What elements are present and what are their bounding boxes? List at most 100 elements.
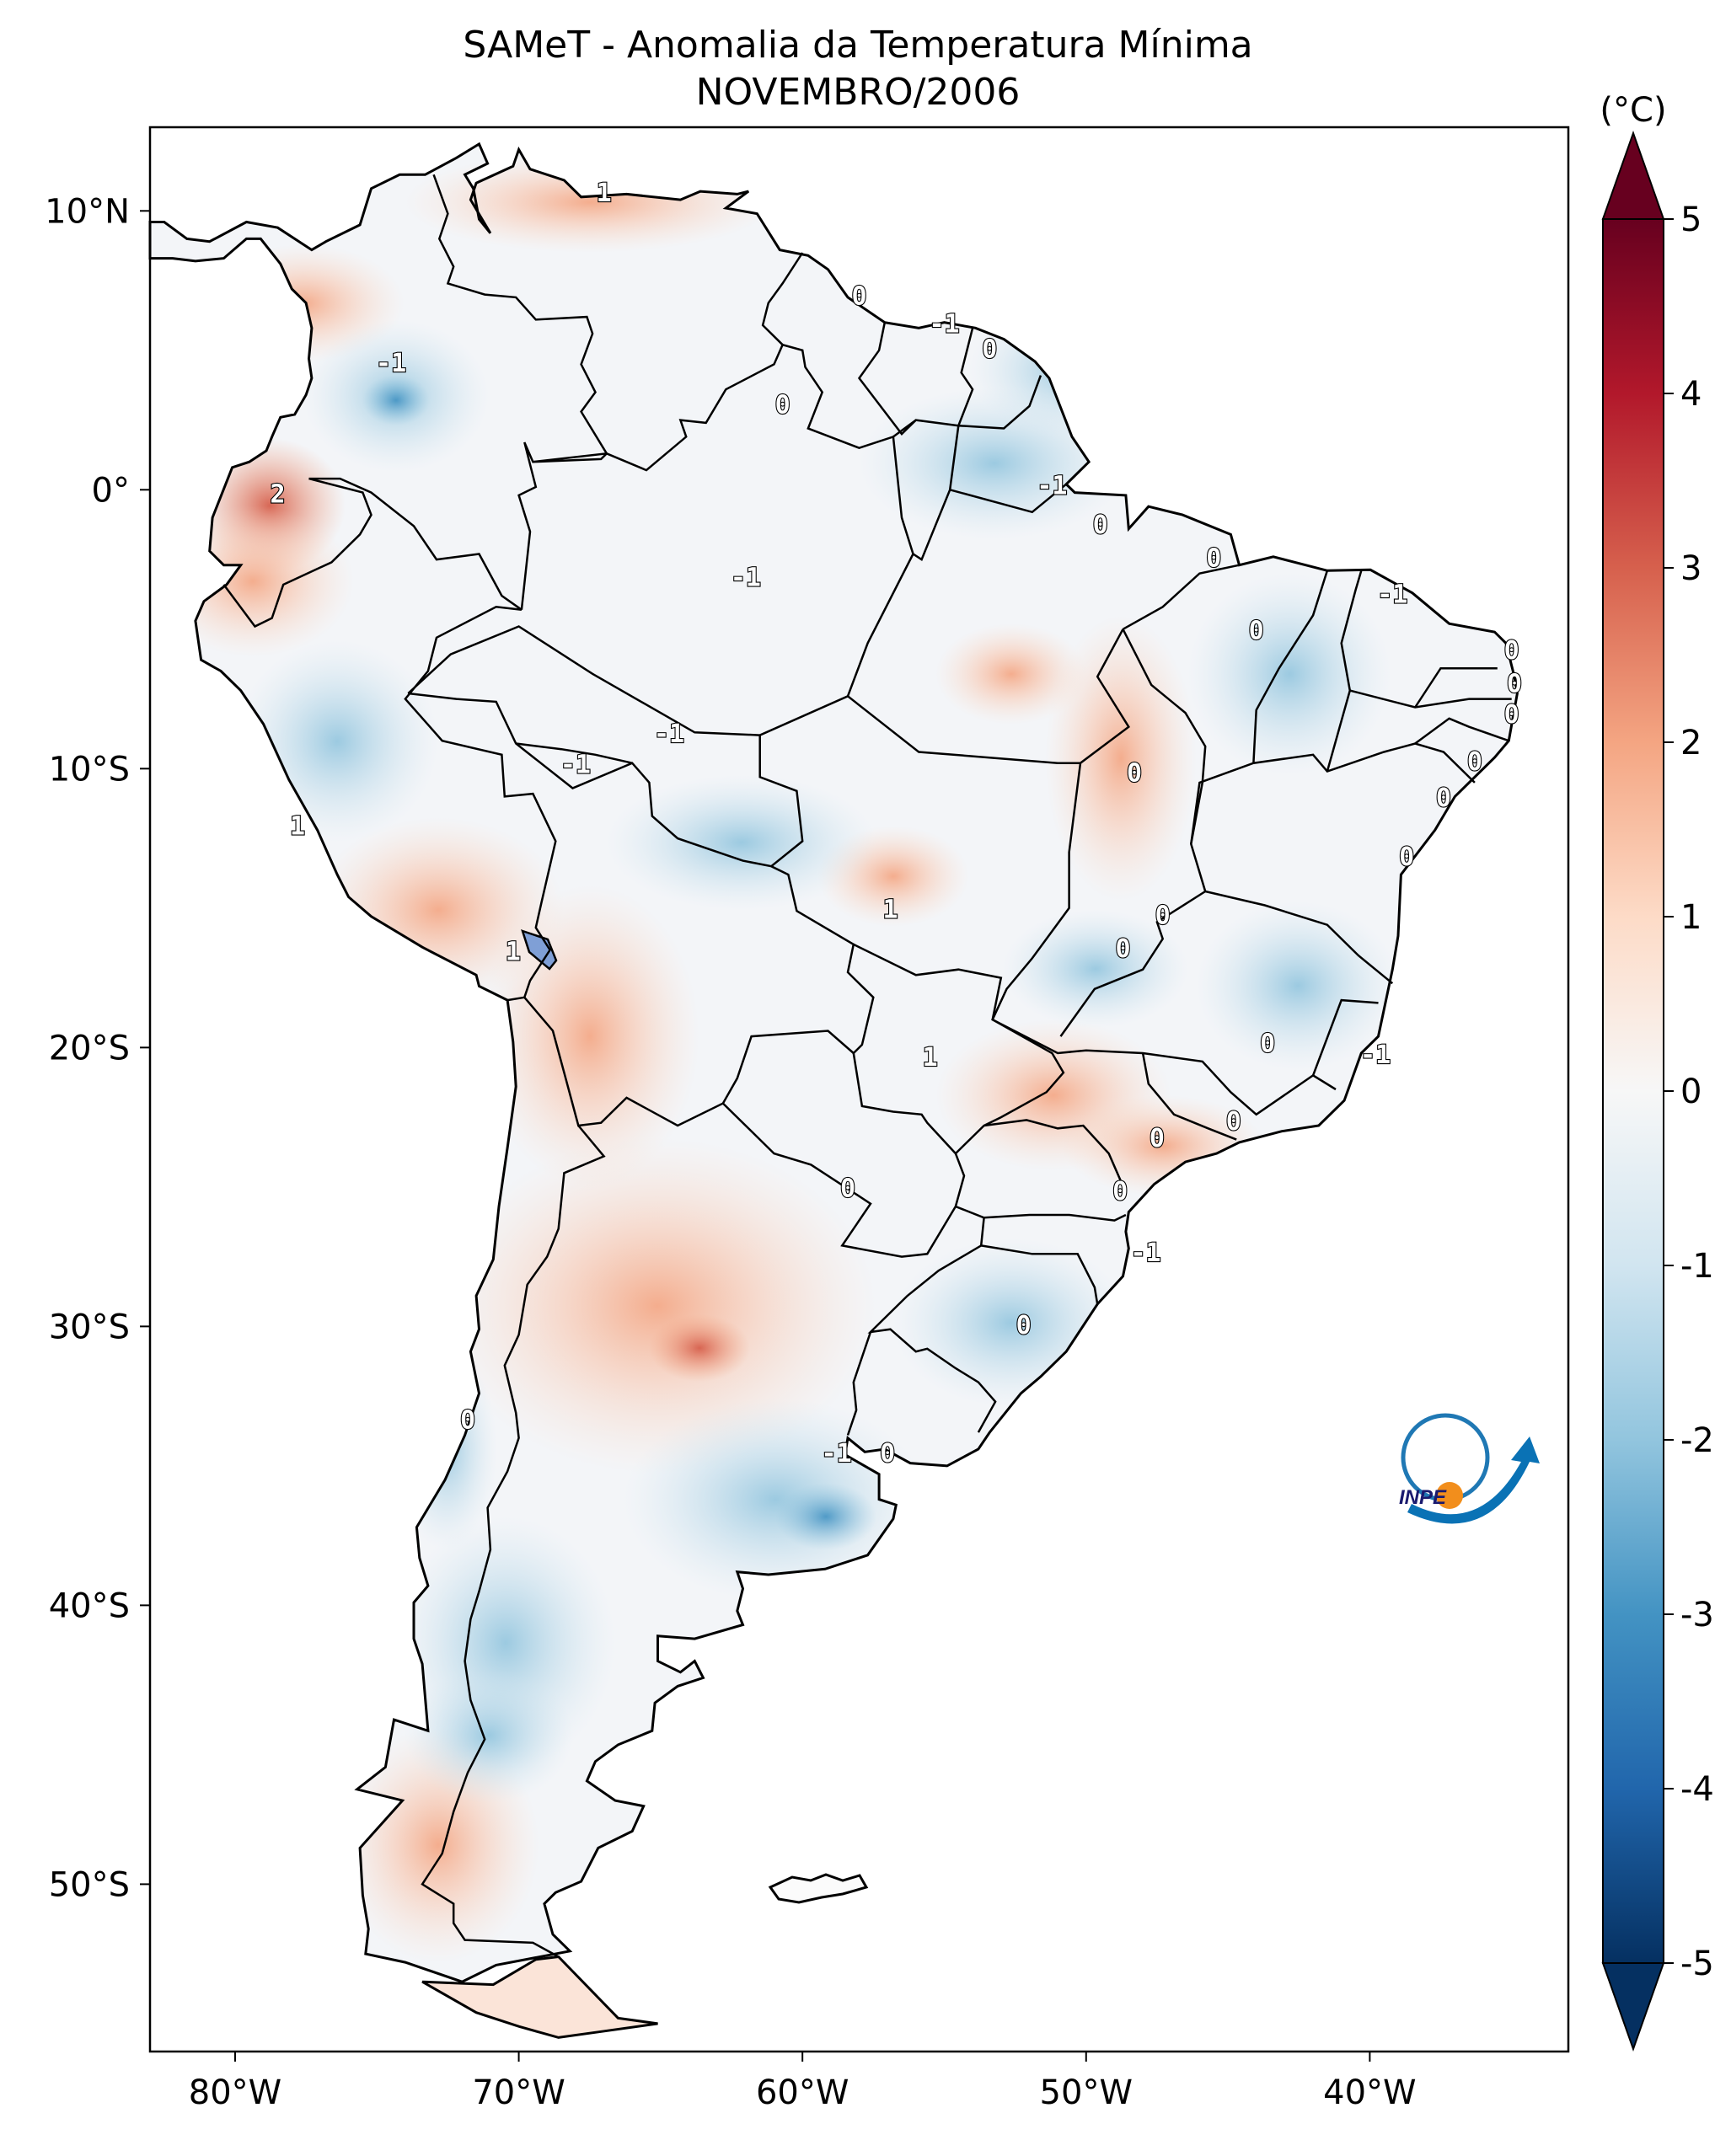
border-line xyxy=(949,483,1067,514)
border-line xyxy=(407,625,760,736)
colorbar-min-arrow xyxy=(1601,1962,1665,2052)
colorbar-tick-label: 0 xyxy=(1680,1073,1702,1111)
colorbar-tick-label: -2 xyxy=(1680,1421,1714,1460)
contour-label: -1 xyxy=(376,349,406,378)
border-line xyxy=(857,322,974,436)
border-line xyxy=(1311,998,1379,1076)
contour-label: 0 xyxy=(1399,843,1414,872)
border-line xyxy=(1141,1052,1237,1141)
svg-text:INPE: INPE xyxy=(1399,1486,1447,1509)
colorbar-tick-label: -5 xyxy=(1680,1945,1714,1983)
contour-label: -1 xyxy=(1377,580,1407,610)
contour-label: -1 xyxy=(1037,472,1067,501)
contour-label: 1 xyxy=(882,896,898,925)
border-line xyxy=(1059,629,1207,1037)
contour-label: 1 xyxy=(923,1043,938,1073)
border-line xyxy=(516,742,633,764)
contour-label: 0 xyxy=(1260,1030,1275,1059)
colorbar-tick-label: -3 xyxy=(1680,1596,1714,1634)
map-frame xyxy=(148,126,1570,2053)
contour-label: 0 xyxy=(1504,700,1519,730)
contour-label: 0 xyxy=(1249,617,1264,646)
border-line xyxy=(523,996,855,1127)
lon-tick-label: 80°W xyxy=(189,2073,281,2112)
border-line xyxy=(1122,564,1240,630)
colorbar-max-arrow xyxy=(1601,130,1665,220)
contour-label: 0 xyxy=(880,1439,895,1469)
lon-tick-label: 70°W xyxy=(472,2073,565,2112)
colorbar-tick-label: 1 xyxy=(1680,898,1702,937)
contour-label: 0 xyxy=(982,334,997,364)
longitude-axis: 80°W 70°W 60°W 50°W 40°W xyxy=(189,2052,1417,2112)
border-line xyxy=(722,1052,966,1258)
border-line xyxy=(1414,717,1509,745)
contour-label: 0 xyxy=(1093,511,1108,540)
lat-tick-label: 10°S xyxy=(49,750,130,789)
contour-label: 0 xyxy=(1226,1107,1241,1137)
border-line xyxy=(853,943,1003,1020)
contour-label: 0 xyxy=(1467,747,1482,777)
lon-tick-label: 50°W xyxy=(1040,2073,1133,2112)
border-line xyxy=(421,1125,606,1958)
contour-label: -1 xyxy=(929,310,959,340)
border-line xyxy=(222,477,372,629)
border-line xyxy=(1349,689,1512,709)
lat-tick-label: 0° xyxy=(92,471,130,510)
contour-label: 0 xyxy=(1504,636,1519,666)
contour-label: 0 xyxy=(775,391,790,420)
colorbar-tick-label: -1 xyxy=(1680,1247,1714,1286)
border-line xyxy=(404,606,557,1002)
border-line xyxy=(1252,570,1329,763)
border-line xyxy=(1414,666,1498,709)
lat-tick-label: 10°N xyxy=(45,192,130,231)
lat-tick-label: 30°S xyxy=(49,1308,130,1346)
contour-label: -1 xyxy=(654,720,684,749)
border-line xyxy=(983,1119,1128,1193)
contour-label: -1 xyxy=(1360,1041,1391,1070)
contour-label: 0 xyxy=(1016,1311,1032,1340)
colorbar-tick-label: 5 xyxy=(1680,201,1702,239)
contour-label: 0 xyxy=(840,1174,855,1204)
contour-label: 1 xyxy=(506,937,521,966)
inpe-logo: INPE xyxy=(1399,1413,1540,1524)
colorbar: (°C) 5 4 3 2 1 0 -1 -2 -3 -4 -5 xyxy=(1600,91,1714,2052)
contour-label: 0 xyxy=(1115,934,1130,964)
contour-label: 0 xyxy=(1127,759,1142,789)
tierra-del-fuego xyxy=(421,1955,658,2039)
contour-label: -1 xyxy=(731,564,761,593)
contour-label: 1 xyxy=(597,179,612,208)
lat-tick-label: 50°S xyxy=(49,1865,130,1904)
colorbar-ticks: 5 4 3 2 1 0 -1 -2 -3 -4 -5 xyxy=(1664,201,1714,1983)
border-line xyxy=(912,425,960,561)
contour-label: 0 xyxy=(1507,670,1522,699)
anomaly-shading xyxy=(152,152,1399,1963)
border-line xyxy=(308,477,523,611)
border-line xyxy=(761,252,917,450)
anomaly-field xyxy=(148,142,1519,2039)
lat-tick-label: 40°S xyxy=(49,1586,130,1625)
contour-label: 0 xyxy=(1206,544,1221,574)
contour-label: -1 xyxy=(1130,1238,1160,1268)
contour-label: 0 xyxy=(460,1405,475,1435)
colorbar-tick-label: -4 xyxy=(1680,1770,1714,1809)
latitude-axis: 10°N 0° 10°S 20°S 30°S 40°S 50°S xyxy=(45,192,150,1904)
colorbar-tick-label: 2 xyxy=(1680,724,1702,762)
border-line xyxy=(408,692,875,1054)
border-line xyxy=(432,174,608,610)
contour-label: 1 xyxy=(290,811,305,841)
colorbar-tick-label: 3 xyxy=(1680,549,1702,588)
country-borders xyxy=(222,174,1512,1958)
map-title-line1: SAMeT - Anomalia da Temperatura Mínima xyxy=(463,24,1252,67)
lon-tick-label: 60°W xyxy=(756,2073,849,2112)
border-line xyxy=(980,1244,1099,1305)
colorbar-tick-label: 4 xyxy=(1680,375,1702,414)
coastline xyxy=(148,142,1519,1983)
border-line xyxy=(846,1331,872,1436)
border-line xyxy=(1326,570,1363,772)
map-title-line2: NOVEMBRO/2006 xyxy=(696,71,1021,114)
lat-tick-label: 20°S xyxy=(49,1029,130,1067)
border-line xyxy=(958,375,1042,430)
contour-label: 0 xyxy=(1436,784,1451,813)
border-line xyxy=(533,344,784,472)
